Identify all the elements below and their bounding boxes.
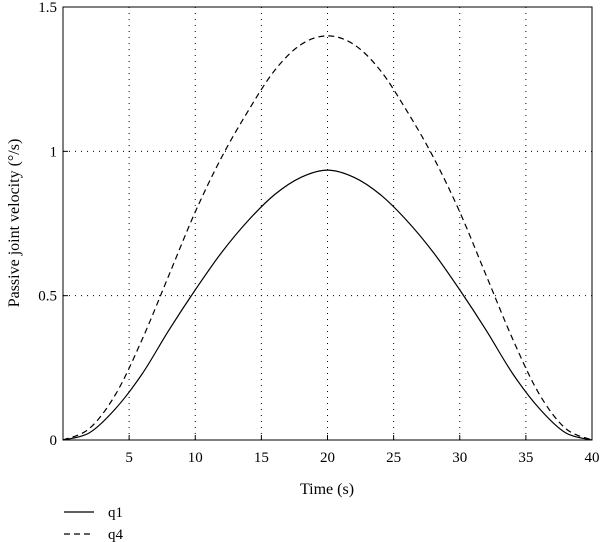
x-axis-label: Time (s) <box>300 481 354 498</box>
y-tick-label: 0 <box>50 433 58 449</box>
grid <box>63 7 592 440</box>
y-tick-label: 1.5 <box>38 0 57 16</box>
x-tick-label: 35 <box>518 450 533 466</box>
legend: q1 q4 <box>64 505 124 542</box>
y-axis-label: Passive joint velocity (°/s) <box>6 139 23 308</box>
ticks: 5 10 15 20 25 30 35 40 0 0.5 1 1.5 <box>38 0 599 466</box>
y-tick-label: 0.5 <box>38 289 57 305</box>
x-tick-label: 25 <box>386 450 401 466</box>
x-tick-label: 5 <box>125 450 133 466</box>
x-tick-label: 20 <box>320 450 335 466</box>
x-tick-label: 30 <box>452 450 467 466</box>
series-layer <box>62 35 593 441</box>
legend-label-q4: q4 <box>108 527 124 542</box>
x-tick-label: 40 <box>585 450 600 466</box>
x-tick-label: 10 <box>188 450 203 466</box>
legend-label-q1: q1 <box>108 505 123 521</box>
y-tick-label: 1 <box>50 144 58 160</box>
series-line-q1 <box>62 169 593 441</box>
x-tick-label: 15 <box>254 450 269 466</box>
series-line-q4 <box>62 35 593 441</box>
